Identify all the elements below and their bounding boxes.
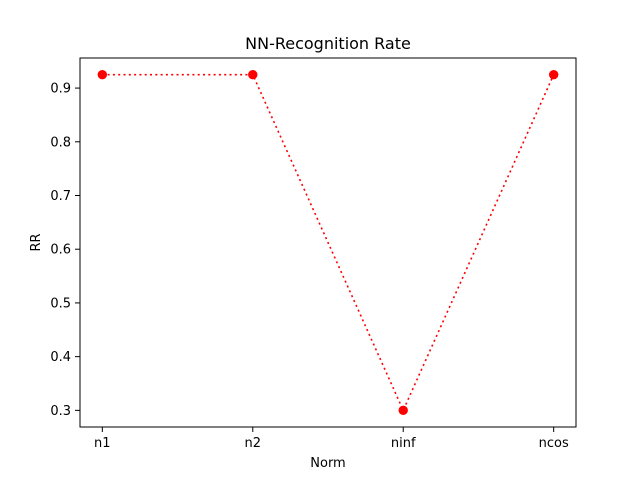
- y-tick-label: 0.6: [50, 243, 71, 258]
- data-point: [248, 69, 258, 80]
- y-axis-label: RR: [29, 233, 44, 251]
- x-tick-label: ncos: [539, 436, 569, 451]
- y-tick-label: 0.9: [50, 82, 71, 97]
- plot-area: [97, 69, 559, 416]
- x-tick-label: ninf: [391, 436, 416, 451]
- x-tick-label: n2: [245, 436, 262, 451]
- series-line: [102, 73, 555, 413]
- x-tick-label: n1: [94, 436, 111, 451]
- chart-title: NN-Recognition Rate: [245, 34, 411, 53]
- x-axis: n1 n2 ninf ncos: [94, 427, 569, 451]
- y-tick-label: 0.7: [50, 189, 71, 204]
- data-point: [97, 69, 108, 80]
- axes-frame: [79, 57, 577, 428]
- y-axis: 0.3 0.4 0.5 0.6 0.7 0.8 0.9: [50, 82, 80, 419]
- data-point: [548, 69, 559, 80]
- x-axis-label: Norm: [310, 456, 345, 471]
- data-point: [398, 405, 408, 416]
- y-tick-label: 0.8: [50, 135, 71, 150]
- y-tick-label: 0.3: [50, 404, 71, 419]
- y-tick-label: 0.4: [50, 350, 71, 365]
- y-tick-label: 0.5: [50, 296, 71, 311]
